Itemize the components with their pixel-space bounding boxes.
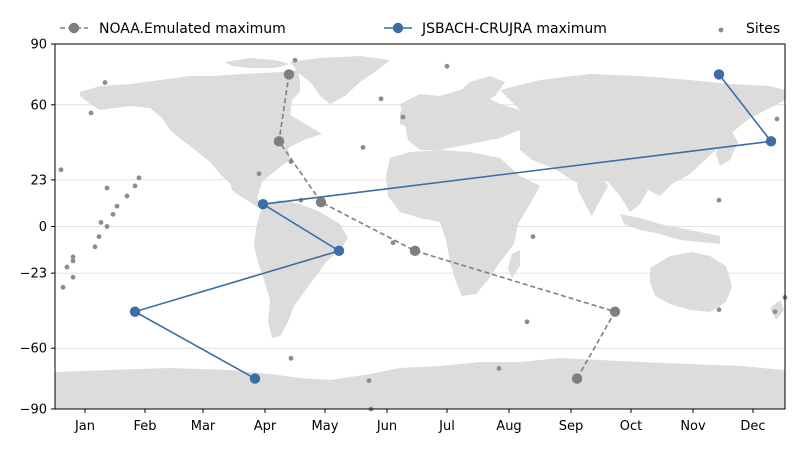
land-asia [500,74,785,212]
land-scandinavia [455,76,505,106]
x-tick-label: Nov [680,419,706,434]
site-point [70,258,76,264]
axes: 90 60 23 0 −23 −60 −90 Jan Feb Mar Apr May Jun Jul Aug… [20,38,766,435]
x-tick-label: Sep [559,419,584,434]
series-0-point [609,306,621,317]
land-southeast-asia-islands [620,214,720,244]
site-point [772,309,778,315]
x-tick-label: Mar [191,419,216,434]
site-point [288,355,294,361]
site-point [58,167,64,173]
legend-marker-1 [392,22,404,34]
land-south-america [254,200,348,338]
series-1-point [333,245,345,257]
world-map-background [55,56,785,409]
y-tick-label: 60 [30,98,47,113]
land-new-zealand [770,300,784,320]
land-arctic-islands [225,58,290,68]
site-point [716,197,722,203]
site-point [70,254,76,260]
legend-sites-marker [718,27,724,33]
x-tick-label: Aug [496,419,521,434]
land-british-isles [400,106,416,128]
series-1-point [713,69,725,80]
legend: NOAA.Emulated maximum JSBACH-CRUJRA maxim… [60,21,780,37]
y-tick-label: −60 [20,342,47,357]
y-tick-label: 90 [30,38,47,53]
site-point [524,319,530,325]
series-1-point [249,373,261,384]
site-point [114,203,120,209]
site-point [102,80,108,85]
series-line-0 [278,74,617,379]
site-point [400,114,406,120]
legend-label-0: NOAA.Emulated maximum [99,21,286,37]
x-tick-label: Dec [740,419,765,434]
site-point [70,274,76,280]
series-0-point [283,69,295,80]
x-tick-label: Jul [438,419,455,434]
site-point [774,116,780,122]
land-central-america [230,182,262,208]
site-point [136,175,142,181]
site-point [360,145,366,150]
site-point [496,366,502,371]
site-point [96,234,102,240]
series-0-point [273,136,285,147]
site-point [132,183,138,189]
site-point [110,211,116,217]
site-point [444,63,450,69]
site-point [92,244,98,250]
site-point [64,264,70,270]
series-1-point [765,136,777,147]
site-point [366,378,372,384]
x-tick-label: Jan [74,419,95,434]
site-point [716,307,722,313]
series-layer [58,57,788,412]
legend-label-1: JSBACH-CRUJRA maximum [421,21,607,37]
site-point [530,234,536,240]
series-0-point [315,196,327,208]
land-madagascar [508,250,520,278]
site-point [124,193,130,199]
y-tick-label: −23 [20,267,47,282]
land-australia [650,252,732,312]
legend-label-2: Sites [746,21,780,37]
y-tick-label: 0 [39,220,47,235]
land-greenland [290,56,390,104]
site-point [256,171,262,177]
site-point [390,240,396,246]
site-point [104,224,110,229]
land-japan [716,132,738,166]
y-tick-label: −90 [20,403,47,418]
series-0-point [571,373,583,384]
land-africa [386,150,540,296]
land-india [575,170,608,216]
site-point [60,284,66,290]
series-line-1 [132,73,773,380]
x-tick-label: May [312,419,339,434]
series-1-point [257,198,269,210]
x-tick-label: Feb [133,419,156,434]
x-tick-label: Oct [620,419,642,434]
site-point [88,110,94,116]
site-point [378,96,384,102]
site-point [104,185,110,191]
site-point [292,57,298,63]
series-0-point [409,245,421,257]
series-1-point [129,306,141,317]
y-tick-label: 23 [30,173,47,188]
legend-marker-0 [68,22,80,34]
land-north-america [80,70,322,200]
land-antarctica [55,358,785,409]
x-tick-label: Jun [376,419,397,434]
x-tick-label: Apr [254,419,277,434]
site-point [98,220,104,225]
